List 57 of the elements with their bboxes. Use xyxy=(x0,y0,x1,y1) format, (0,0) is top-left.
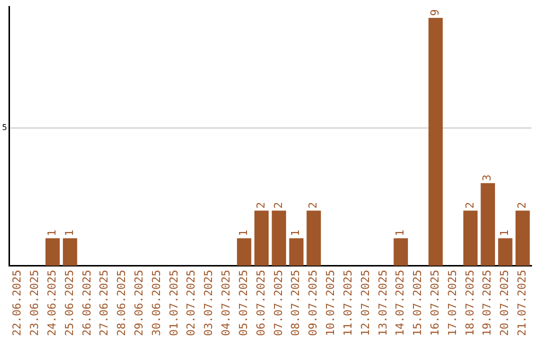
x-tick-label: 21.07.2025 xyxy=(516,270,529,336)
x-tick-label: 03.07.2025 xyxy=(202,270,216,336)
bar xyxy=(480,183,495,266)
data-label: 9 xyxy=(428,9,442,16)
x-tick-label: 22.06.2025 xyxy=(10,270,24,336)
x-tick-label: 23.06.2025 xyxy=(28,270,42,336)
data-label: 1 xyxy=(289,230,302,236)
x-tick-label: 01.07.2025 xyxy=(167,270,180,336)
bar xyxy=(428,18,443,266)
x-tick-label: 17.07.2025 xyxy=(446,270,459,336)
y-tick-label: 5 xyxy=(2,123,8,132)
x-tick-label: 19.07.2025 xyxy=(480,270,494,336)
x-tick-label: 05.07.2025 xyxy=(236,270,250,336)
x-tick-label: 25.06.2025 xyxy=(62,270,76,336)
data-label: 1 xyxy=(498,230,512,236)
x-tick-label: 27.06.2025 xyxy=(98,270,111,336)
bar xyxy=(45,238,60,266)
data-label: 2 xyxy=(254,202,268,209)
x-tick-label: 11.07.2025 xyxy=(341,270,354,336)
x-tick-label: 26.06.2025 xyxy=(80,270,94,336)
x-tick-label: 16.07.2025 xyxy=(428,270,442,336)
x-tick-label: 06.07.2025 xyxy=(254,270,268,336)
bar xyxy=(289,238,304,266)
data-label: 2 xyxy=(272,202,285,209)
bar xyxy=(62,238,78,266)
x-tick-label: 18.07.2025 xyxy=(463,270,476,336)
data-label: 1 xyxy=(62,230,76,236)
bar xyxy=(306,210,321,266)
x-tick-label: 29.06.2025 xyxy=(132,270,146,336)
x-tick-label: 14.07.2025 xyxy=(394,270,407,336)
data-label: 2 xyxy=(463,202,476,209)
bar xyxy=(272,210,286,266)
x-tick-label: 02.07.2025 xyxy=(184,270,198,336)
x-tick-label: 10.07.2025 xyxy=(324,270,338,336)
bar xyxy=(516,210,530,266)
bar xyxy=(394,238,408,266)
x-tick-label: 13.07.2025 xyxy=(376,270,390,336)
x-tick-label: 04.07.2025 xyxy=(220,270,233,336)
data-label: 2 xyxy=(306,202,320,209)
x-tick-label: 20.07.2025 xyxy=(498,270,512,336)
x-tick-label: 24.06.2025 xyxy=(45,270,58,336)
data-label: 2 xyxy=(516,202,529,209)
x-tick-label: 15.07.2025 xyxy=(411,270,424,336)
x-tick-label: 12.07.2025 xyxy=(358,270,372,336)
x-tick-label: 07.07.2025 xyxy=(272,270,285,336)
x-tick-label: 30.06.2025 xyxy=(150,270,163,336)
x-tick-label: 09.07.2025 xyxy=(306,270,320,336)
bar xyxy=(498,238,512,266)
data-label: 3 xyxy=(480,174,494,182)
bar xyxy=(254,210,269,266)
data-label: 1 xyxy=(394,230,407,236)
x-tick-label: 08.07.2025 xyxy=(289,270,302,336)
data-label: 1 xyxy=(236,230,250,236)
x-tick-label: 28.06.2025 xyxy=(115,270,128,336)
data-label: 1 xyxy=(45,230,58,236)
bar xyxy=(236,238,252,266)
bar xyxy=(463,210,478,266)
